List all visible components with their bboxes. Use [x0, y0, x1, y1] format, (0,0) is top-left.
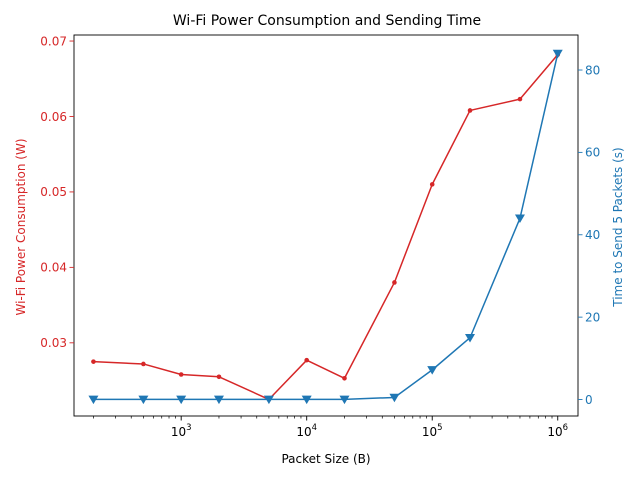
right-y-tick-label: 40 — [585, 228, 600, 242]
left-y-tick-label: 0.04 — [40, 261, 67, 275]
data-point — [552, 49, 563, 59]
left-y-tick-label: 0.05 — [40, 185, 67, 199]
series-line-right — [93, 53, 559, 401]
data-point — [304, 357, 310, 363]
left-y-tick-label: 0.06 — [40, 110, 67, 124]
right-y-tick-label: 0 — [585, 393, 593, 407]
data-point — [514, 214, 525, 224]
data-point — [389, 393, 400, 403]
data-point — [91, 359, 96, 364]
left-y-tick-label: 0.07 — [40, 34, 67, 48]
x-tick-label: 105 — [422, 423, 443, 439]
data-point — [342, 375, 347, 381]
data-point — [517, 96, 523, 102]
x-tick-label: 106 — [547, 423, 568, 439]
data-point — [213, 395, 224, 405]
x-axis-label: Packet Size (B) — [281, 452, 370, 466]
data-point — [339, 395, 350, 405]
data-point — [429, 182, 435, 187]
data-point — [427, 366, 438, 375]
right-y-axis-label: Time to Send 5 Packets (s) — [611, 147, 625, 307]
right-y-tick-label: 80 — [585, 63, 600, 77]
plot-frame — [73, 34, 579, 417]
left-y-axis: 0.03 0.04 0.05 0.06 0.07 — [40, 34, 74, 350]
data-point — [263, 395, 274, 405]
data-point — [467, 108, 473, 113]
data-point — [178, 372, 184, 377]
x-tick-label: 104 — [296, 423, 317, 439]
data-point — [88, 395, 99, 405]
left-y-tick-label: 0.03 — [40, 336, 67, 350]
right-y-axis: 0 20 40 60 80 — [578, 63, 600, 407]
plot-area — [73, 34, 579, 417]
x-axis: 103 104 105 106 — [93, 416, 568, 439]
data-point — [138, 395, 149, 405]
data-point — [465, 333, 476, 343]
series-right — [88, 49, 563, 405]
data-point — [392, 280, 397, 285]
data-point — [141, 361, 146, 367]
data-point — [176, 395, 187, 405]
right-y-tick-label: 20 — [585, 310, 600, 324]
series-line-left — [93, 54, 559, 401]
left-y-axis-label: Wi-Fi Power Consumption (W) — [14, 138, 28, 315]
data-point — [301, 395, 312, 405]
x-tick-label: 103 — [171, 423, 192, 439]
data-point — [216, 374, 222, 380]
chart-title: Wi-Fi Power Consumption and Sending Time — [173, 13, 481, 29]
right-y-tick-label: 60 — [585, 146, 600, 160]
series-left — [91, 52, 561, 402]
